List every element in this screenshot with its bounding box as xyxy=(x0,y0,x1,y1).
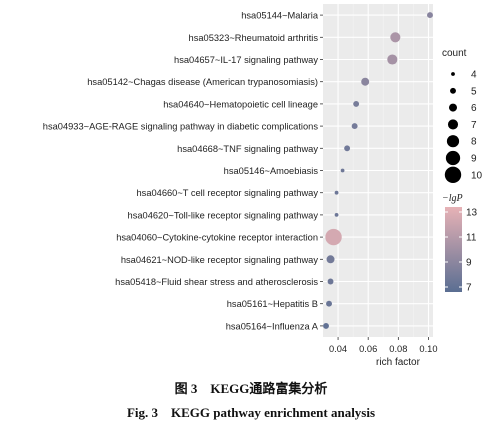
y-tick-label: hsa05146~Amoebiasis xyxy=(224,166,319,176)
data-point xyxy=(340,168,345,173)
color-legend-label: 7 xyxy=(466,283,472,294)
data-point xyxy=(323,322,329,329)
size-legend-label: 4 xyxy=(471,70,477,81)
data-point xyxy=(334,213,339,217)
size-legend-key xyxy=(444,166,462,183)
data-point xyxy=(427,12,433,19)
size-legend-label: 7 xyxy=(471,120,477,131)
y-tick-label: hsa05161~Hepatitis B xyxy=(227,299,318,309)
data-point xyxy=(361,77,370,86)
data-point xyxy=(334,190,339,195)
x-tick-label: 0.10 xyxy=(419,344,437,354)
size-legend-key xyxy=(450,87,456,94)
kegg-bubble-chart: hsa05144~Malaria hsa05323~Rheumatoid arth… xyxy=(43,4,483,368)
x-tick-label: 0.04 xyxy=(329,344,347,354)
figure-caption-en: Fig. 3 KEGG pathway enrichment analysis xyxy=(126,405,376,420)
color-legend-label: 11 xyxy=(466,233,477,244)
color-legend-label: 9 xyxy=(466,258,472,269)
y-tick-label: hsa04621~NOD-like receptor signaling pat… xyxy=(121,255,319,265)
x-tick-label: 0.08 xyxy=(389,344,407,354)
data-point xyxy=(387,54,398,65)
y-tick-label: hsa05418~Fluid shear stress and atherosc… xyxy=(115,277,318,287)
figure-caption-cn: 图 3 KEGG通路富集分析 xyxy=(174,381,328,396)
y-tick-label: hsa04660~T cell receptor signaling pathw… xyxy=(137,188,319,198)
size-legend-label: 10 xyxy=(471,170,483,181)
data-point xyxy=(351,123,358,130)
y-tick-label: hsa04668~TNF signaling pathway xyxy=(177,144,318,154)
data-point xyxy=(326,255,335,264)
color-legend-title: −lgP xyxy=(442,193,463,204)
color-legend-label: 13 xyxy=(466,208,478,219)
size-legend-key xyxy=(447,119,459,130)
color-legend-bar xyxy=(445,207,462,292)
size-legend-label: 8 xyxy=(471,137,477,148)
data-point xyxy=(325,228,342,246)
y-tick-label: hsa05144~Malaria xyxy=(241,11,319,21)
data-point xyxy=(327,278,334,285)
data-point xyxy=(344,145,351,152)
y-tick-label: hsa05142~Chagas disease (American trypan… xyxy=(87,77,318,87)
size-legend-key xyxy=(446,135,460,148)
size-legend-key xyxy=(451,72,455,76)
y-tick-label: hsa04620~Toll-like receptor signaling pa… xyxy=(128,210,319,220)
size-legend-label: 6 xyxy=(471,103,477,114)
y-tick-label: hsa05323~Rheumatoid arthritis xyxy=(189,33,319,43)
y-tick-label: hsa04640~Hematopoietic cell lineage xyxy=(163,99,318,109)
x-axis-label: rich factor xyxy=(376,357,421,368)
size-legend-title: count xyxy=(442,48,467,59)
y-tick-label: hsa04933~AGE-RAGE signaling pathway in d… xyxy=(43,122,319,132)
size-legend-key xyxy=(449,103,457,112)
y-tick-label: hsa05164~Influenza A xyxy=(226,321,319,331)
x-tick-label: 0.06 xyxy=(359,344,377,354)
size-legend-label: 9 xyxy=(471,154,477,165)
data-point xyxy=(353,100,360,107)
size-legend-label: 5 xyxy=(471,86,477,97)
y-tick-label: hsa04657~IL-17 signaling pathway xyxy=(174,55,318,65)
data-point xyxy=(326,300,332,307)
data-point xyxy=(390,32,401,43)
size-legend-key xyxy=(445,150,461,166)
y-tick-label: hsa04060~Cytokine-cytokine receptor inte… xyxy=(116,233,318,243)
